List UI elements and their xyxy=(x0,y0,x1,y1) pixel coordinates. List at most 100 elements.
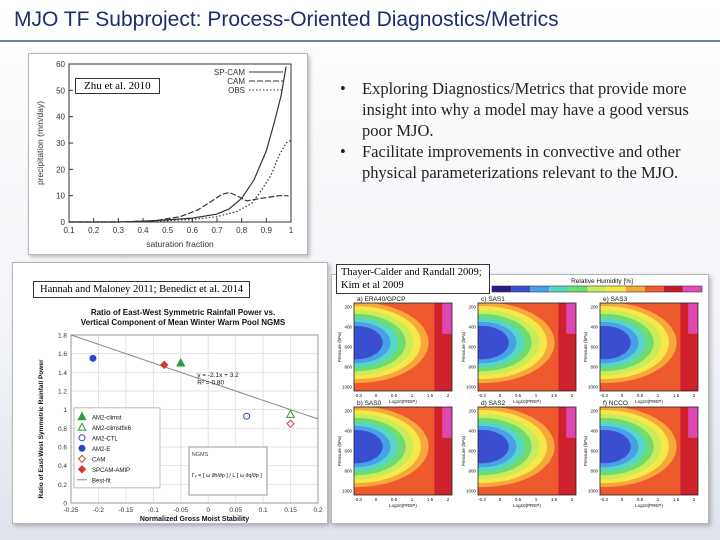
y-tick-label: 400 xyxy=(344,429,352,434)
y-axis-label: Ratio of East-West Symmetric Rainfall Po… xyxy=(38,359,45,498)
x-axis-label: saturation fraction xyxy=(146,239,214,249)
panel-frame xyxy=(599,406,699,496)
y-tick-label: 600 xyxy=(590,449,598,454)
panel-title: e) SAS3 xyxy=(603,296,628,303)
x-tick-label: 0 xyxy=(499,497,502,502)
saturated-band xyxy=(442,407,452,438)
x-tick-label: 2 xyxy=(447,497,450,502)
x-tick-label: -0.3 xyxy=(478,497,486,502)
legend-label: AM2-climst xyxy=(92,415,122,421)
panel-contours xyxy=(478,407,576,495)
x-tick-label: -0.3 xyxy=(600,393,608,398)
y-tick-label: 400 xyxy=(468,325,476,330)
y-axis-label: Pressure (hPa) xyxy=(337,435,342,466)
data-point-am2-climst xyxy=(176,357,186,367)
colorbar-swatch xyxy=(682,286,702,292)
chart-title-line1: Ratio of East-West Symmetric Rainfall Po… xyxy=(91,308,275,317)
x-tick-label: 1.5 xyxy=(551,393,558,398)
x-tick-label: -0.05 xyxy=(173,507,188,514)
colorbar-swatch xyxy=(644,286,664,292)
rh-panel: e) SAS3 Pressure (hPa) 200 400 600 800 1000-0.… xyxy=(583,296,699,404)
fit-r-squared: R² = 0.80 xyxy=(197,379,224,386)
fig3-caption: Thayer-Calder and Randall 2009; Kim et a… xyxy=(336,264,490,294)
colorbar-swatch xyxy=(549,286,569,292)
data-point-am2-ctl xyxy=(243,412,251,420)
y-tick-label: 600 xyxy=(590,345,598,350)
panel-contours xyxy=(354,407,452,495)
x-tick-label: 0.5 xyxy=(515,497,522,502)
y-axis-label: Pressure (hPa) xyxy=(337,331,342,362)
x-tick-label: 0.9 xyxy=(261,226,273,235)
x-tick-label: -0.3 xyxy=(478,393,486,398)
panel-contours xyxy=(600,303,698,391)
saturated-band xyxy=(566,303,576,334)
x-tick-label: 0.7 xyxy=(211,226,223,235)
data-point-am2-climstfix6 xyxy=(285,409,296,418)
x-tick-label: 1 xyxy=(657,393,660,398)
panel-title: f) NCCO xyxy=(603,400,628,407)
y-tick-label: 1 xyxy=(63,407,67,414)
x-tick-label: 0.5 xyxy=(637,393,644,398)
y-tick-label: 600 xyxy=(344,345,352,350)
data-point-cam xyxy=(286,419,295,428)
precip-chart-panel: 0 10 20 30 40 50 60 0.1 0.2 0.3 0.4 0.5 0.6 0.7 0.8 0.9… xyxy=(28,53,308,255)
panel-frame xyxy=(477,406,577,496)
fig3-caption-text: Thayer-Calder and Randall 2009; Kim et a… xyxy=(341,267,482,291)
series-line-obs xyxy=(69,139,292,223)
saturated-band xyxy=(566,407,576,438)
y-tick-label: 1.2 xyxy=(58,389,67,396)
y-tick-label: 1000 xyxy=(466,385,477,390)
x-tick-label: -0.3 xyxy=(354,393,362,398)
panel-frame xyxy=(599,302,699,392)
y-tick-label: 0.8 xyxy=(58,426,67,433)
x-axis-label: Log10(PREP) xyxy=(513,503,541,508)
x-axis-label: Normalized Gross Moist Stability xyxy=(140,516,249,523)
x-tick-label: 0.3 xyxy=(113,226,125,235)
x-tick-label: 1.5 xyxy=(427,393,434,398)
data-point-spcam-amip xyxy=(160,360,169,370)
panel-frame xyxy=(353,302,453,392)
legend-marker xyxy=(77,411,87,421)
x-tick-label: 0.5 xyxy=(391,393,398,398)
bullet-list: Exploring Diagnostics/Metrics that provi… xyxy=(334,78,709,183)
rh-panel: f) NCCO Pressure (hPa) 200 400 600 800 1000-0.… xyxy=(583,400,699,508)
rh-panel: b) SAS0 Pressure (hPa) 200 400 600 800 1000-0.… xyxy=(337,400,453,508)
x-tick-label: 0.8 xyxy=(236,226,248,235)
legend-label: CAM xyxy=(227,77,245,86)
chart-title-line2: Vertical Component of Mean Winter Warm P… xyxy=(81,318,286,327)
ngms-formula: Γᵥ = [ ω ∂h/∂p ] / L [ ω ∂q/∂p ] xyxy=(192,473,263,479)
x-tick-label: -0.3 xyxy=(354,497,362,502)
x-tick-label: 1 xyxy=(411,497,414,502)
x-axis-label: Log10(PREP) xyxy=(635,503,663,508)
x-tick-label: -0.3 xyxy=(600,497,608,502)
y-tick-label: 200 xyxy=(468,305,476,310)
y-tick-label: 600 xyxy=(468,449,476,454)
panel-title: c) SAS1 xyxy=(481,296,505,303)
colorbar-swatch xyxy=(587,286,607,292)
x-tick-label: 2 xyxy=(693,497,696,502)
y-tick-label: 1.8 xyxy=(58,333,67,340)
x-tick-label: 0.5 xyxy=(391,497,398,502)
panel-title: d) SAS2 xyxy=(481,400,506,407)
fit-equation: y = -2.1x + 3.2 xyxy=(197,372,239,379)
y-tick-label: 20 xyxy=(56,165,65,174)
y-tick-label: 1000 xyxy=(588,385,599,390)
y-tick-label: 1000 xyxy=(342,489,353,494)
y-tick-label: 1000 xyxy=(466,489,477,494)
y-tick-label: 1.4 xyxy=(58,370,67,377)
legend-box xyxy=(73,407,161,489)
y-tick-label: 1000 xyxy=(588,489,599,494)
x-tick-label: -0.2 xyxy=(93,507,105,514)
legend-label: AM2-E xyxy=(92,447,110,453)
legend-label: AM2-climstfix6 xyxy=(92,426,132,432)
saturated-band xyxy=(442,303,452,334)
x-tick-label: 0.5 xyxy=(162,226,174,235)
contour-band xyxy=(478,429,509,464)
y-tick-label: 800 xyxy=(344,365,352,370)
y-tick-label: 400 xyxy=(590,325,598,330)
x-tick-label: 2 xyxy=(693,393,696,398)
y-tick-label: 400 xyxy=(590,429,598,434)
y-tick-label: 0 xyxy=(63,501,67,508)
legend-label: CAM xyxy=(92,457,105,463)
contour-band xyxy=(354,429,383,464)
